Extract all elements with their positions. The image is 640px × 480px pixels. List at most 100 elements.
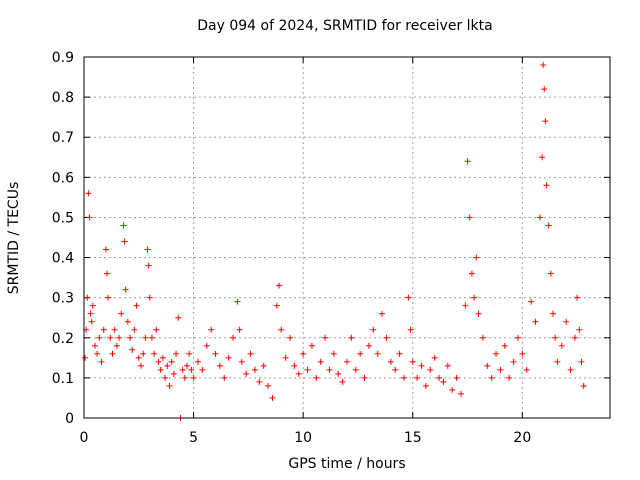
data-point	[543, 182, 550, 189]
data-point	[145, 262, 152, 269]
y-tick-label: 0.4	[52, 251, 74, 267]
data-point	[166, 382, 173, 389]
data-point	[554, 358, 561, 365]
data-point	[100, 326, 107, 333]
data-point	[466, 214, 473, 221]
x-tick-label: 15	[404, 430, 422, 446]
data-point	[379, 310, 386, 317]
data-point	[344, 358, 350, 365]
data-point	[396, 350, 403, 357]
data-point	[107, 334, 114, 341]
data-point	[304, 366, 311, 373]
data-point	[155, 358, 162, 365]
x-tick-label: 5	[189, 430, 198, 446]
data-point	[506, 374, 513, 381]
data-point	[146, 294, 153, 301]
data-point	[142, 334, 149, 341]
data-point	[407, 326, 414, 333]
data-point	[109, 350, 116, 357]
data-point	[536, 214, 543, 221]
data-point	[427, 366, 434, 373]
data-point	[418, 362, 425, 369]
data-point	[251, 366, 258, 373]
data-point	[86, 214, 93, 221]
data-point	[479, 334, 486, 341]
data-point	[190, 374, 197, 381]
data-point	[129, 346, 136, 353]
y-tick-label: 0.9	[52, 50, 74, 66]
data-point	[339, 378, 346, 385]
data-point	[135, 354, 142, 361]
data-point	[574, 294, 581, 301]
data-point	[151, 350, 158, 357]
data-point	[203, 342, 210, 349]
data-point	[295, 370, 302, 377]
data-point	[221, 374, 228, 381]
data-point	[98, 358, 105, 365]
data-point	[153, 326, 160, 333]
data-point	[137, 362, 144, 369]
data-point	[540, 62, 547, 69]
data-point	[392, 366, 399, 373]
data-point	[234, 298, 241, 305]
data-point	[370, 326, 377, 333]
data-point	[545, 222, 552, 229]
data-point	[162, 374, 169, 381]
data-point	[175, 314, 182, 321]
data-point	[558, 342, 565, 349]
data-point	[357, 350, 364, 357]
data-point	[571, 334, 578, 341]
data-point	[436, 374, 443, 381]
data-point	[133, 302, 140, 309]
y-tick-label: 0.3	[52, 291, 74, 307]
data-point	[105, 294, 112, 301]
data-point	[308, 342, 315, 349]
data-point	[523, 366, 530, 373]
data-point	[122, 286, 129, 293]
data-point	[387, 358, 394, 365]
data-point	[539, 154, 546, 161]
y-tick-label: 0.1	[52, 371, 74, 387]
data-point	[91, 342, 98, 349]
data-point	[361, 374, 368, 381]
data-point	[88, 318, 95, 325]
data-point	[497, 366, 504, 373]
data-point	[484, 362, 491, 369]
data-point	[326, 366, 333, 373]
y-tick-label: 0.2	[52, 331, 74, 347]
data-point	[400, 374, 407, 381]
data-point	[186, 350, 193, 357]
data-point	[113, 342, 120, 349]
data-point	[449, 386, 456, 393]
data-point	[199, 366, 206, 373]
data-point	[173, 350, 180, 357]
data-points	[82, 62, 587, 421]
y-tick-label: 0.5	[52, 210, 74, 226]
data-point	[542, 118, 549, 125]
data-point	[256, 378, 263, 385]
data-point	[348, 334, 355, 341]
chart-title: Day 094 of 2024, SRMTID for receiver lkt…	[197, 18, 493, 34]
data-point	[121, 238, 128, 245]
x-tick-label: 20	[513, 430, 531, 446]
data-point	[510, 358, 517, 365]
data-point	[576, 326, 583, 333]
data-point	[265, 382, 272, 389]
data-point	[243, 370, 250, 377]
data-point	[567, 366, 574, 373]
data-point	[85, 190, 92, 197]
data-point	[170, 370, 177, 377]
data-point	[208, 326, 215, 333]
data-point	[471, 294, 478, 301]
data-point	[335, 370, 342, 377]
data-point	[578, 358, 585, 365]
data-point	[541, 86, 548, 93]
data-point	[273, 302, 280, 309]
data-point	[157, 366, 164, 373]
data-point	[501, 342, 508, 349]
data-point	[330, 350, 337, 357]
data-point	[276, 282, 283, 289]
y-tick-label: 0	[65, 411, 74, 427]
data-point	[317, 358, 324, 365]
